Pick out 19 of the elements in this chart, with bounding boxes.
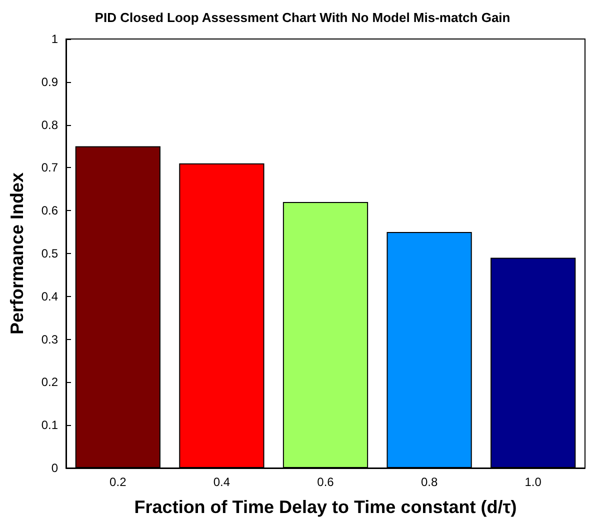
y-axis-title: Performance Index xyxy=(7,172,27,335)
y-tick-label: 0.5 xyxy=(41,246,58,260)
x-tick-label: 0.8 xyxy=(420,475,438,489)
x-tick-label: 0.4 xyxy=(213,475,230,489)
y-tick-label: 0.6 xyxy=(41,204,58,218)
y-tick-label: 0.9 xyxy=(41,74,58,89)
x-tick-label: 1.0 xyxy=(524,475,542,489)
chart-title: PID Closed Loop Assessment Chart With No Model Mis-match Gain xyxy=(94,10,510,25)
x-tick-label: 0.2 xyxy=(110,475,127,489)
x-tick-label: 0.6 xyxy=(317,475,334,489)
y-tick-label: 0.2 xyxy=(41,375,58,390)
y-tick-label: 0.4 xyxy=(41,289,58,304)
y-tick-label: 0.8 xyxy=(41,118,58,132)
y-tick-label: 0.1 xyxy=(41,418,58,432)
y-tick-label: 0.3 xyxy=(41,332,58,346)
y-tick-label: 1 xyxy=(51,32,58,46)
y-tick-label: 0 xyxy=(51,461,58,475)
y-tick-label: 0.7 xyxy=(41,160,58,175)
x-axis-title: Fraction of Time Delay to Time constant (d/τ) xyxy=(134,497,517,517)
